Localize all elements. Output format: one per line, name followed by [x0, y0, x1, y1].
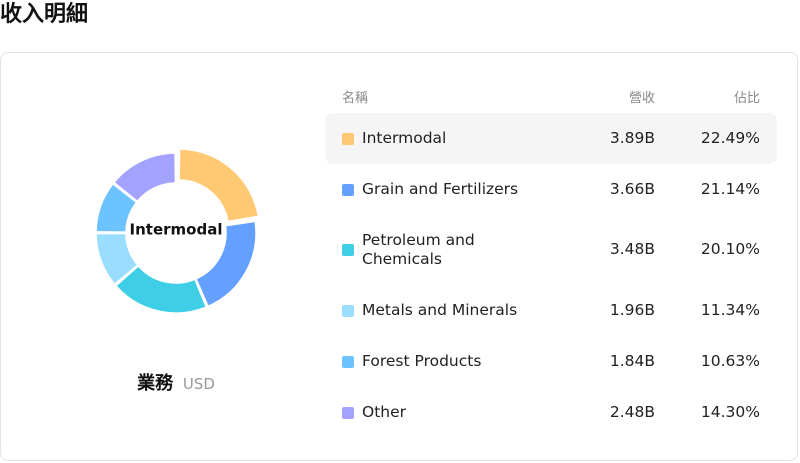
row-share: 11.34% [700, 300, 760, 319]
row-name: Metals and Minerals [362, 300, 518, 319]
legend-swatch [342, 406, 354, 419]
donut-slice-petroleum-and-chemicals[interactable] [114, 264, 208, 314]
donut-center-label: Intermodal [130, 221, 223, 239]
row-revenue: 3.48B [609, 240, 655, 258]
donut-slice-grain-and-fertilizers[interactable] [195, 220, 257, 308]
table-row-forest-products[interactable]: Forest Products 1.84B 10.63% [325, 336, 777, 387]
legend-swatch [342, 304, 354, 317]
row-share: 14.30% [700, 402, 760, 421]
revenue-breakdown-card: Intermodal 業務 USD 名稱 營收 佔比 Intermodal 3.8… [0, 52, 798, 461]
row-revenue: 1.96B [609, 300, 655, 319]
header-share: 佔比 [733, 91, 760, 106]
caption-main: 業務 [137, 373, 174, 394]
row-revenue: 2.48B [609, 402, 655, 421]
table-row-petroleum-and-chemicals[interactable]: Petroleum and Chemicals 3.48B 20.10% [325, 215, 777, 285]
row-share: 22.49% [700, 128, 760, 147]
chart-caption: 業務 USD [1, 369, 351, 395]
row-share: 21.14% [700, 179, 760, 198]
row-revenue: 1.84B [609, 351, 655, 370]
table-row-other[interactable]: Other 2.48B 14.30% [325, 387, 777, 438]
row-share: 10.63% [700, 351, 760, 370]
row-name: Intermodal [362, 128, 447, 147]
donut-slice-metals-and-minerals[interactable] [95, 232, 139, 286]
header-name: 名稱 [342, 91, 369, 106]
legend-swatch [342, 183, 354, 196]
row-name: Forest Products [362, 351, 482, 370]
row-name: Grain and Fertilizers [362, 179, 519, 198]
row-revenue: 3.66B [609, 179, 655, 198]
row-revenue: 3.89B [609, 128, 655, 147]
donut-slice-forest-products[interactable] [95, 182, 138, 233]
legend-swatch [342, 355, 354, 368]
header-revenue: 營收 [628, 91, 655, 106]
row-share: 20.10% [700, 240, 760, 258]
table-row-metals-and-minerals[interactable]: Metals and Minerals 1.96B 11.34% [325, 285, 777, 336]
breakdown-table: 名稱 營收 佔比 Intermodal 3.89B 22.49% Grain and … [325, 83, 777, 438]
row-name: Petroleum and Chemicals [362, 231, 475, 268]
legend-swatch [342, 132, 354, 145]
legend-swatch [342, 244, 354, 256]
donut-slice-other[interactable] [112, 152, 177, 203]
donut-slice-intermodal[interactable] [178, 148, 260, 223]
donut-chart: Intermodal [95, 148, 260, 314]
table-row-intermodal[interactable]: Intermodal 3.89B 22.49% [325, 113, 777, 164]
table-header: 名稱 營收 佔比 [325, 83, 777, 113]
row-name: Other [362, 402, 407, 421]
table-body: Intermodal 3.89B 22.49% Grain and Fertilize… [325, 113, 777, 438]
caption-unit: USD [182, 375, 215, 393]
page-title: 收入明細 [0, 2, 89, 27]
table-row-grain-and-fertilizers[interactable]: Grain and Fertilizers 3.66B 21.14% [325, 164, 777, 215]
